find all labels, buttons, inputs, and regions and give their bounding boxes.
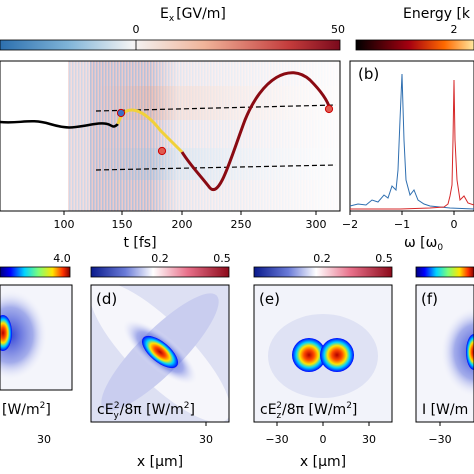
- energy-tick-2: 2: [451, 23, 458, 36]
- energy-colorbar: Energy [k 2: [355, 6, 474, 51]
- panel-e-cb-tick-02: 0.2: [313, 252, 331, 265]
- panel-e-axis-label: cEz2/8π [W/m2]: [260, 401, 357, 421]
- panel-f-x-tick: −30: [428, 433, 451, 446]
- panel-d-axis-label: cEy2/8π [W/m2]: [97, 401, 195, 421]
- panel-c-x-tick: 30: [37, 433, 51, 446]
- panel-c: 4.0 [W/m2] 30: [0, 252, 73, 446]
- time-axis: 100 150 200 250 300 t [fs]: [54, 211, 327, 251]
- panel-a: [0, 61, 340, 211]
- omega-tick-m1: −1: [394, 218, 410, 231]
- panel-e-x-tick-m30: −30: [265, 433, 288, 446]
- panel-c-cb-tick: 4.0: [53, 252, 71, 265]
- panel-e-x-tick-0: 0: [320, 433, 327, 446]
- panel-e-x-tick-30: 30: [362, 433, 376, 446]
- panel-f-axis-label: I [W/m: [422, 402, 468, 418]
- panel-d-xlabel: x [μm]: [137, 454, 183, 470]
- panel-f: (f) I [W/m −30: [415, 266, 474, 446]
- panel-d-label: (d): [96, 290, 117, 308]
- t-tick-250: 250: [231, 218, 252, 231]
- energy-colorbar-title: Energy [k: [403, 6, 471, 22]
- t-tick-300: 300: [306, 218, 327, 231]
- panel-e-label: (e): [259, 290, 280, 308]
- t-tick-100: 100: [54, 218, 75, 231]
- panel-f-label: (f): [421, 290, 438, 308]
- panel-d-cb-tick-02: 0.2: [151, 252, 169, 265]
- panel-e-xlabel: x [μm]: [300, 454, 346, 470]
- omega-axis-label: ω [ω0: [404, 235, 443, 253]
- panel-d-cb-tick-05: 0.5: [213, 252, 231, 265]
- omega-tick-0: 0: [451, 218, 458, 231]
- omega-tick-m2: −2: [342, 218, 358, 231]
- t-axis-label: t [fs]: [123, 235, 156, 251]
- ex-colorbar-title: Ex [GV/m]: [160, 6, 226, 24]
- panel-d-x-tick-30: 30: [199, 433, 213, 446]
- panel-a-frame: [0, 60, 341, 212]
- ex-tick-50: 50: [331, 23, 345, 36]
- panel-b-label: (b): [358, 65, 379, 83]
- t-tick-150: 150: [112, 218, 133, 231]
- panel-b: (b) −2 −1 0 ω [ω0: [342, 60, 474, 253]
- ex-tick-0: 0: [133, 23, 140, 36]
- panel-e: 0.2 0.5 (e) cEz2/8π [W/m2] −30 0 30 x [μ…: [253, 252, 393, 470]
- t-tick-200: 200: [172, 218, 193, 231]
- panel-e-cb-tick-05: 0.5: [375, 252, 393, 265]
- panel-d: 0.2 0.5 (d) cEy2/8π [W/m2] 30 x [μm]: [90, 252, 231, 470]
- ex-colorbar: Ex [GV/m] 0 50: [0, 6, 345, 51]
- panel-c-axis-label: [W/m2]: [2, 401, 51, 418]
